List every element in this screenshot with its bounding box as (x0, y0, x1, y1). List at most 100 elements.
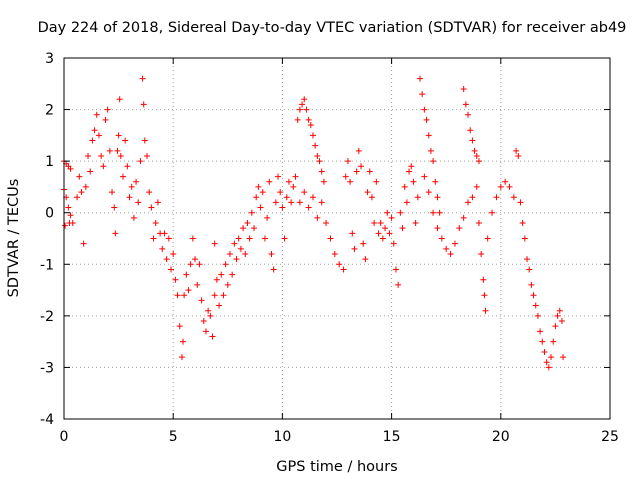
data-point (122, 137, 129, 144)
data-point (427, 147, 434, 154)
data-point (360, 240, 367, 247)
grid (64, 58, 610, 419)
data-point (554, 312, 561, 319)
data-point (202, 328, 209, 335)
axis-ticks (63, 57, 611, 420)
data-point (231, 240, 238, 247)
data-point (481, 292, 488, 299)
data-point (246, 235, 253, 242)
data-point (66, 220, 73, 227)
data-point (432, 178, 439, 185)
data-point (368, 194, 375, 201)
data-point (552, 323, 559, 330)
x-tick-label: 5 (169, 429, 178, 445)
data-point (545, 364, 552, 371)
data-point (314, 152, 321, 159)
data-point (408, 163, 415, 170)
y-tick-label: -3 (40, 360, 54, 376)
data-point (451, 240, 458, 247)
data-point (460, 85, 467, 92)
data-point (85, 152, 92, 159)
data-point (257, 204, 264, 211)
data-point (375, 230, 382, 237)
data-point (460, 214, 467, 221)
data-point (65, 204, 72, 211)
data-point (114, 147, 121, 154)
data-point (475, 220, 482, 227)
data-point (558, 318, 565, 325)
data-point (331, 250, 338, 257)
data-point (478, 250, 485, 257)
data-point (456, 225, 463, 232)
data-point (211, 292, 218, 299)
data-point (414, 194, 421, 201)
y-tick-label: 0 (45, 206, 54, 222)
data-point (198, 297, 205, 304)
data-point (226, 250, 233, 257)
data-point (292, 173, 299, 180)
data-point (268, 250, 275, 257)
data-point (115, 132, 122, 139)
data-point (320, 178, 327, 185)
data-point (318, 199, 325, 206)
data-point (194, 281, 201, 288)
data-point (513, 147, 520, 154)
data-point (425, 132, 432, 139)
data-point (390, 240, 397, 247)
data-point (462, 101, 469, 108)
data-point (305, 116, 312, 123)
data-point (534, 312, 541, 319)
data-point (237, 245, 244, 252)
data-point (213, 276, 220, 283)
data-point (189, 235, 196, 242)
x-tick-labels: 0 5 10 15 20 25 (60, 429, 619, 445)
data-point (517, 199, 524, 206)
data-point (104, 106, 111, 113)
data-point (366, 168, 373, 175)
data-point (163, 256, 170, 263)
data-point (126, 194, 133, 201)
data-point (318, 168, 325, 175)
data-point (78, 189, 85, 196)
data-point (397, 209, 404, 216)
data-point (305, 204, 312, 211)
data-point (301, 96, 308, 103)
data-point (382, 225, 389, 232)
data-point (80, 240, 87, 247)
x-tick-label: 20 (492, 429, 510, 445)
plot-frame (63, 57, 611, 420)
data-point (489, 209, 496, 216)
data-point (447, 250, 454, 257)
data-point (248, 209, 255, 216)
data-point (255, 183, 262, 190)
data-point (532, 302, 539, 309)
data-point (283, 194, 290, 201)
data-point (436, 209, 443, 216)
data-point (281, 235, 288, 242)
data-point (528, 281, 535, 288)
data-point (560, 354, 567, 361)
data-point (216, 302, 223, 309)
data-point (473, 152, 480, 159)
data-point (373, 178, 380, 185)
data-point (76, 173, 83, 180)
data-point (484, 235, 491, 242)
data-point (87, 168, 94, 175)
data-point (146, 189, 153, 196)
data-point (497, 183, 504, 190)
data-point (185, 287, 192, 294)
data-point (130, 214, 137, 221)
data-point (403, 199, 410, 206)
data-point (235, 235, 242, 242)
data-point (91, 127, 98, 134)
x-tick-label: 15 (383, 429, 401, 445)
data-point (506, 183, 513, 190)
data-point (358, 163, 365, 170)
data-point (93, 111, 100, 118)
data-point (309, 194, 316, 201)
data-point (89, 137, 96, 144)
data-point (150, 235, 157, 242)
data-point (430, 158, 437, 165)
data-point (395, 281, 402, 288)
data-point (421, 106, 428, 113)
